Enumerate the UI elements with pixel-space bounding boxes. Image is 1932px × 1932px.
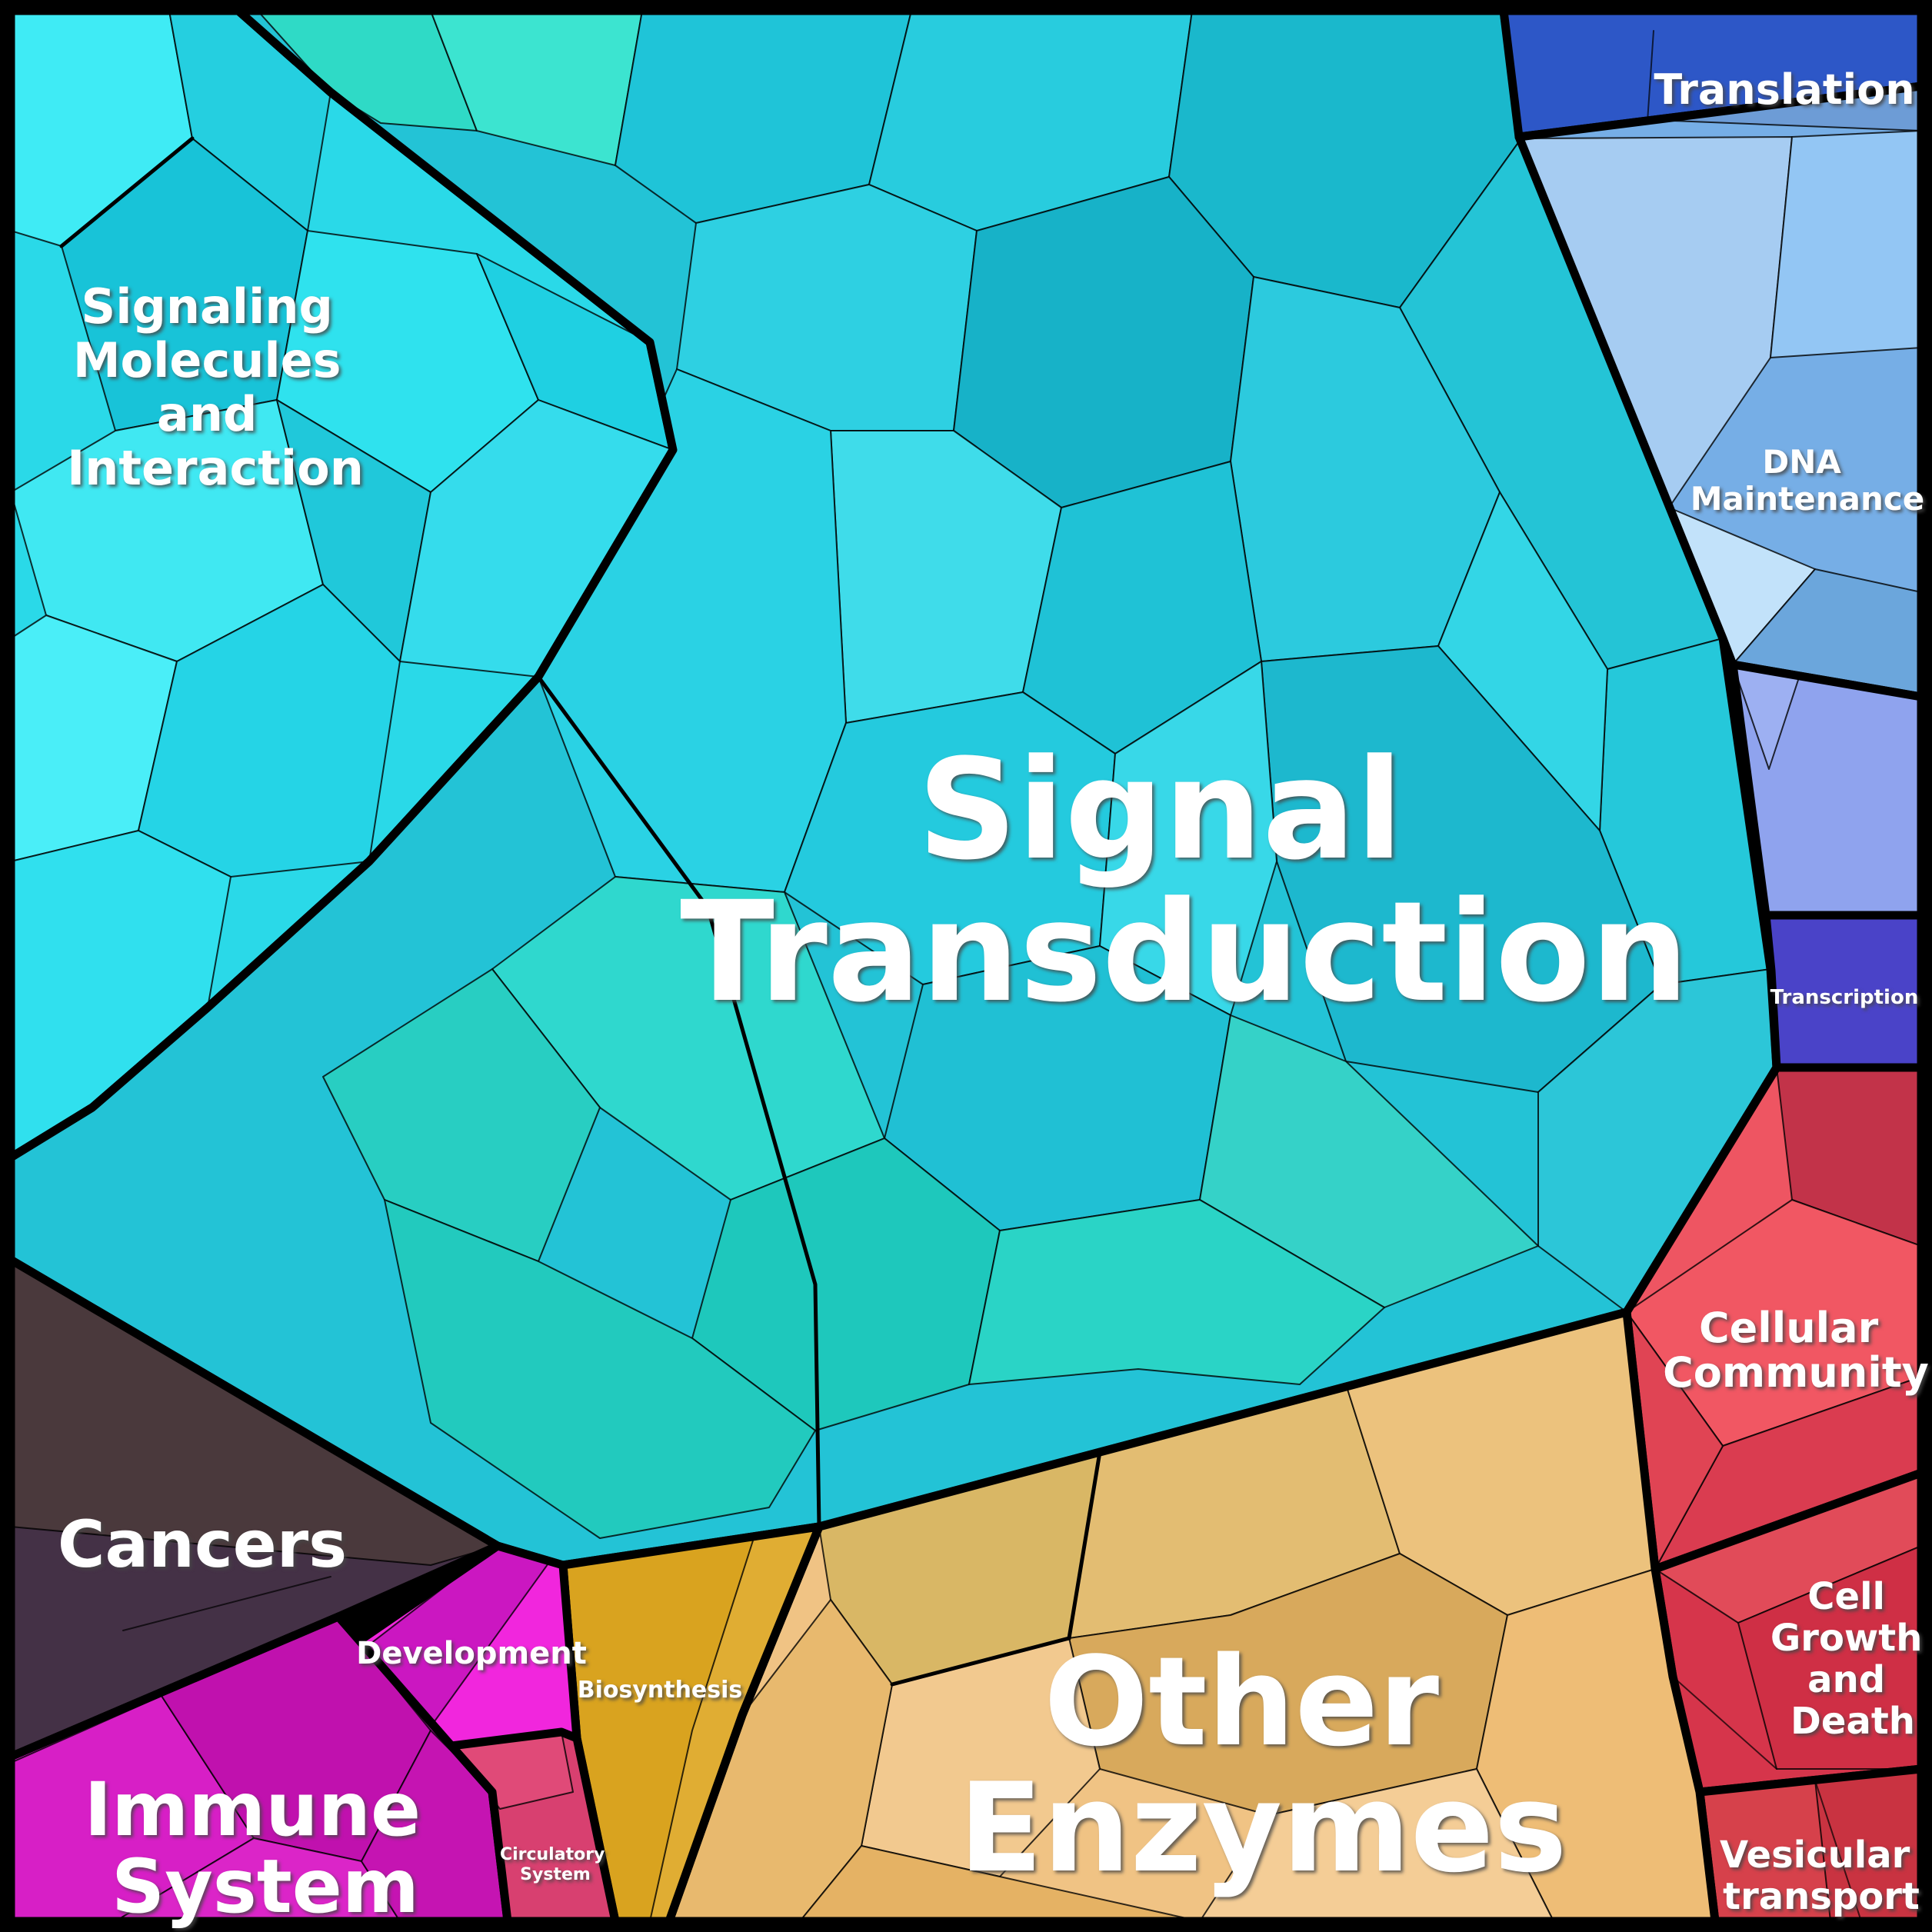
- voronoi-cell: [799, 1845, 1201, 1921]
- pathway-line: [59, 136, 195, 248]
- region-signal-transduction[interactable]: [6, 6, 1781, 1570]
- voronoi-cell: [476, 253, 673, 451]
- label-immune-system: Immune System: [85, 1767, 447, 1930]
- label-dna-maintenance: DNA Maintenance: [1690, 443, 1925, 518]
- voronoi-cell: [1770, 130, 1921, 358]
- label-circulatory-system: Circulatory System: [500, 1845, 611, 1884]
- voronoi-cell: [953, 176, 1254, 508]
- voronoi-cell: [1737, 1545, 1921, 1770]
- voronoi-cell: [1732, 568, 1921, 697]
- cell-line: [1647, 30, 1654, 122]
- label-other-enzymes: Other Enzymes: [958, 1630, 1567, 1900]
- voronoi-cell: [115, 1837, 401, 1921]
- voronoi-cell: [1199, 1014, 1539, 1308]
- label-transcription: Transcription: [1770, 986, 1919, 1009]
- region-other-enzymes[interactable]: [665, 1307, 1720, 1926]
- voronoi-cell: [168, 11, 331, 232]
- cell-line: [122, 1576, 331, 1631]
- region-signaling-molecules-interaction[interactable]: [6, 6, 678, 1162]
- region-fill: [1766, 915, 1921, 1068]
- label-cellular-community: Cellular Community: [1663, 1304, 1929, 1397]
- label-signaling-molecules-interaction: Signaling Molecules and Interaction: [67, 278, 364, 496]
- region-cell-growth-and-death[interactable]: [1651, 1468, 1926, 1797]
- cell-line: [1672, 1676, 1777, 1770]
- voronoi-cell: [384, 1199, 816, 1539]
- label-cell-growth-and-death: Cell Growth and Death: [1770, 1575, 1932, 1743]
- label-signal-transduction: Signal Transduction: [680, 730, 1689, 1033]
- label-development: Development: [356, 1636, 587, 1671]
- voronoi-cell: [968, 1199, 1385, 1385]
- voronoi-cell: [1099, 661, 1277, 1016]
- region-unlabeled-blue[interactable]: [1728, 660, 1926, 920]
- label-vesicular-transport: Vesicular transport: [1720, 1834, 1923, 1918]
- pathway-line: [890, 1450, 1102, 1687]
- label-translation: Translation: [1654, 65, 1914, 114]
- region-cellular-community[interactable]: [1622, 1063, 1926, 1574]
- label-cancers: Cancers: [58, 1507, 347, 1582]
- region-fill: [1504, 11, 1921, 137]
- voronoi-cell: [1199, 1768, 1554, 1921]
- region-immune-system[interactable]: [6, 1612, 512, 1926]
- region-biosynthesis[interactable]: [558, 1522, 824, 1926]
- cell-line: [1814, 1780, 1862, 1921]
- voronoi-cell: [1776, 1068, 1921, 1247]
- label-biosynthesis: Biosynthesis: [578, 1677, 743, 1704]
- pathway-line: [536, 675, 821, 1529]
